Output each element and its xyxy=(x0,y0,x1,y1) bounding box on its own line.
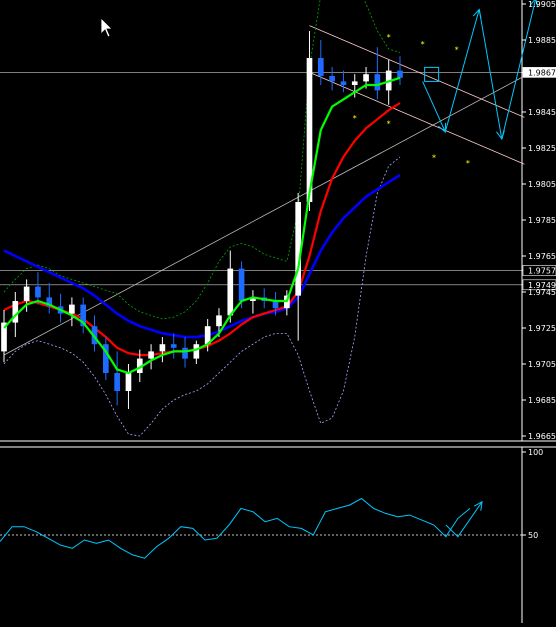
oscillator-arrowhead xyxy=(473,500,483,511)
candle-body xyxy=(193,344,200,359)
candle-body xyxy=(397,70,403,78)
wave-marker: * xyxy=(387,119,391,128)
bollinger-lower-band xyxy=(3,156,401,437)
wave-marker: * xyxy=(421,40,425,49)
price-tick-label: 1.9749 xyxy=(528,281,556,290)
wave-marker: * xyxy=(387,33,391,42)
candle-body xyxy=(317,58,324,76)
price-tick-label: 1.9905 xyxy=(528,0,556,9)
candle-body xyxy=(238,268,245,301)
price-label-box xyxy=(522,265,556,276)
candle-body xyxy=(374,74,381,91)
price-axis: 1.9905 1.9885 1.9867 1.9845 1.9825 1.9805 1.97… xyxy=(522,0,556,441)
price-tick-label: 1.9705 xyxy=(528,360,556,369)
candle-body xyxy=(363,74,369,82)
wave-marker: * xyxy=(455,46,459,55)
price-tick-label: 1.9805 xyxy=(528,180,556,189)
projection-arrowhead xyxy=(472,8,482,19)
wave-marker: * xyxy=(466,159,470,168)
oscillator-layer: 100 50 xyxy=(0,448,543,559)
candle-body xyxy=(159,344,166,352)
mouse-cursor-icon xyxy=(100,17,113,38)
oscillator-line xyxy=(0,497,471,559)
price-tick-label: 1.9845 xyxy=(528,108,556,117)
candle-body xyxy=(114,373,120,391)
candle-body xyxy=(182,347,188,359)
annotation-layer: * * * * * * * xyxy=(353,0,539,168)
ma-mid-line xyxy=(3,102,401,357)
candle-body xyxy=(340,81,347,85)
candle-body xyxy=(148,351,154,359)
price-tick-label: 1.9867 xyxy=(528,68,556,77)
projection-arrowhead xyxy=(438,122,447,133)
projection-arrowhead xyxy=(529,0,539,8)
bollinger-upper-band xyxy=(3,0,401,320)
candle-body xyxy=(1,322,7,352)
candle-body xyxy=(35,286,41,298)
price-label-box xyxy=(522,67,556,78)
ma-fast-line xyxy=(3,76,401,375)
oscillator-tick-label: 50 xyxy=(528,531,538,540)
candle-body xyxy=(125,373,132,391)
price-tick-label: 1.9885 xyxy=(528,36,556,45)
price-label-box xyxy=(522,279,556,291)
candle-body xyxy=(69,304,75,314)
candle-body xyxy=(216,315,222,327)
price-tick-label: 1.9665 xyxy=(528,432,556,441)
projection-box xyxy=(424,66,440,82)
price-tick-label: 1.9725 xyxy=(528,324,556,333)
candle-body xyxy=(46,297,53,307)
price-tick-label: 1.9825 xyxy=(528,144,556,153)
candle-body xyxy=(250,297,256,301)
indicator-layer xyxy=(0,0,525,437)
wave-marker: * xyxy=(353,114,357,123)
projection-arrowhead xyxy=(496,130,505,141)
candle-body xyxy=(272,301,279,309)
candle-body xyxy=(103,344,109,373)
price-tick-label: 1.9785 xyxy=(528,216,556,225)
trendline xyxy=(3,75,525,356)
candle-body xyxy=(91,326,98,345)
candle-body xyxy=(23,286,30,301)
candle-body xyxy=(12,301,19,323)
oscillator-projection xyxy=(445,501,483,538)
channel-upper-line xyxy=(309,25,525,118)
candles-layer xyxy=(1,31,403,409)
price-tick-label: 1.9745 xyxy=(528,288,556,297)
candle-body xyxy=(351,81,358,85)
ma-slow-line xyxy=(3,173,401,339)
candle-body xyxy=(329,76,335,82)
candle-body xyxy=(170,344,177,348)
projection-path xyxy=(422,0,536,140)
candle-body xyxy=(204,326,211,345)
channel-lower-line xyxy=(309,72,525,165)
main-panel xyxy=(0,0,556,448)
candle-body xyxy=(80,304,87,327)
candle-body xyxy=(136,358,143,373)
candle-body xyxy=(227,268,234,316)
candle-body xyxy=(295,202,301,296)
price-tick-label: 1.9685 xyxy=(528,396,556,405)
candle-body xyxy=(306,58,313,202)
price-tick-label: 1.9765 xyxy=(528,252,556,261)
price-tick-label: 1.9757 xyxy=(528,266,556,275)
oscillator-tick-label: 100 xyxy=(528,448,543,457)
wave-marker: * xyxy=(432,154,436,163)
